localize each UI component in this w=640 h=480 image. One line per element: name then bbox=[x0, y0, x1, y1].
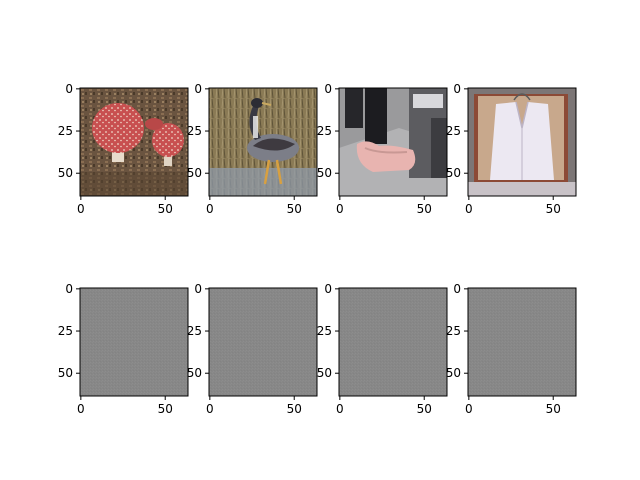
y-tick-label: 0 bbox=[453, 282, 461, 296]
panel-6: 0 50 0 25 50 bbox=[187, 282, 318, 416]
y-tick-label: 50 bbox=[187, 366, 202, 380]
y-tick-label: 50 bbox=[58, 166, 73, 180]
y-tick-label: 50 bbox=[317, 366, 332, 380]
y-tick-label: 0 bbox=[324, 282, 332, 296]
y-tick-label: 50 bbox=[446, 366, 461, 380]
noise-image bbox=[468, 288, 576, 396]
axes-frame bbox=[338, 287, 448, 397]
y-tick-label: 25 bbox=[317, 324, 332, 338]
axes-frame bbox=[467, 287, 577, 397]
y-tick-label: 50 bbox=[187, 166, 202, 180]
panel-image bbox=[468, 88, 576, 196]
x-tick-label: 50 bbox=[287, 202, 302, 216]
panels-group: 0 50 0 25 50 0 50 0 25 50 0 50 0 25 50 0 50 0 25 50 0 50 0 25 50… bbox=[58, 82, 577, 416]
x-tick-label: 50 bbox=[158, 202, 173, 216]
trouser-leg bbox=[365, 88, 387, 144]
y-tick-label: 25 bbox=[58, 324, 73, 338]
panel-7: 0 50 0 25 50 bbox=[317, 282, 448, 416]
y-tick-label: 0 bbox=[453, 82, 461, 96]
panel-image bbox=[80, 88, 188, 196]
x-tick-label: 0 bbox=[206, 402, 214, 416]
x-tick-label: 50 bbox=[158, 402, 173, 416]
shoe-cover bbox=[356, 141, 416, 172]
panel-2: 0 50 0 25 50 bbox=[187, 82, 318, 216]
panel-4: 0 50 0 25 50 bbox=[446, 82, 577, 216]
x-tick-label: 0 bbox=[465, 202, 473, 216]
panel-8: 0 50 0 25 50 bbox=[446, 282, 577, 416]
axes-frame bbox=[79, 287, 189, 397]
y-tick-label: 50 bbox=[317, 166, 332, 180]
x-tick-label: 0 bbox=[77, 402, 85, 416]
y-tick-label: 0 bbox=[194, 282, 202, 296]
panel-1: 0 50 0 25 50 bbox=[58, 82, 189, 216]
y-tick-label: 25 bbox=[187, 124, 202, 138]
x-tick-label: 50 bbox=[287, 402, 302, 416]
panel-image bbox=[339, 88, 447, 196]
panel-image bbox=[209, 88, 317, 196]
x-tick-label: 50 bbox=[546, 402, 561, 416]
x-tick-label: 0 bbox=[206, 202, 214, 216]
y-tick-label: 0 bbox=[65, 282, 73, 296]
y-tick-label: 25 bbox=[446, 324, 461, 338]
panel-image bbox=[80, 288, 188, 396]
axes-frame bbox=[467, 87, 577, 197]
x-tick-label: 50 bbox=[546, 202, 561, 216]
x-tick-label: 0 bbox=[336, 402, 344, 416]
y-tick-label: 0 bbox=[324, 82, 332, 96]
x-tick-label: 50 bbox=[417, 402, 432, 416]
x-tick-label: 0 bbox=[336, 202, 344, 216]
noise-image bbox=[209, 288, 317, 396]
y-tick-label: 50 bbox=[58, 366, 73, 380]
y-tick-label: 25 bbox=[58, 124, 73, 138]
panel-5: 0 50 0 25 50 bbox=[58, 282, 189, 416]
y-tick-label: 0 bbox=[194, 82, 202, 96]
x-tick-label: 0 bbox=[465, 402, 473, 416]
axes-frame bbox=[79, 87, 189, 197]
y-tick-label: 25 bbox=[187, 324, 202, 338]
y-tick-label: 25 bbox=[317, 124, 332, 138]
x-tick-label: 50 bbox=[417, 202, 432, 216]
mushroom-cap bbox=[92, 103, 144, 153]
y-tick-label: 50 bbox=[446, 166, 461, 180]
panel-image bbox=[468, 288, 576, 396]
panel-image bbox=[209, 288, 317, 396]
y-tick-label: 25 bbox=[446, 124, 461, 138]
noise-image bbox=[80, 288, 188, 396]
x-tick-label: 0 bbox=[77, 202, 85, 216]
axes-frame bbox=[208, 287, 318, 397]
axes-frame bbox=[338, 87, 448, 197]
axes-frame bbox=[208, 87, 318, 197]
y-tick-label: 0 bbox=[65, 82, 73, 96]
panel-image bbox=[339, 288, 447, 396]
noise-image bbox=[339, 288, 447, 396]
panel-3: 0 50 0 25 50 bbox=[317, 82, 448, 216]
